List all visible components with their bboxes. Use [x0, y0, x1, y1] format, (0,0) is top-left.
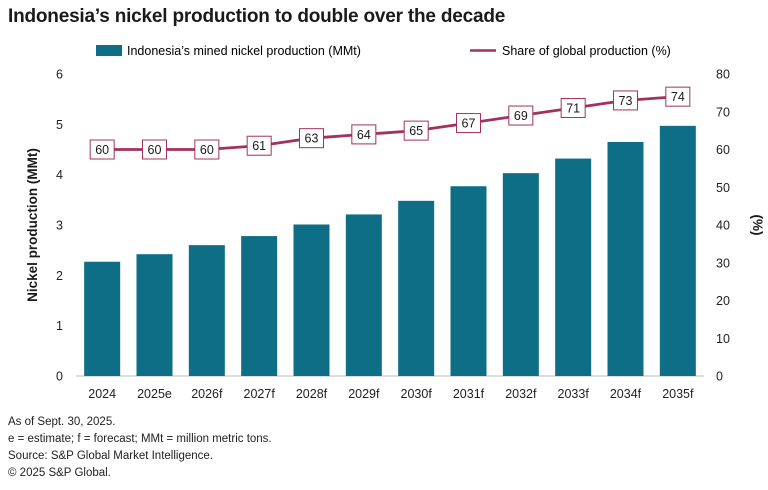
legend-label-bar: Indonesia’s mined nickel production (MMt…	[127, 44, 361, 58]
legend-swatch-bar	[96, 45, 122, 56]
x-tick-label: 2024	[88, 387, 116, 401]
line-data-label-box	[665, 86, 691, 107]
line-data-label: 60	[194, 139, 220, 160]
line-data-label-box	[89, 139, 115, 160]
line-data-label-box	[194, 139, 220, 160]
x-tick-label: 2026f	[191, 387, 223, 401]
chart-title: Indonesia’s nickel production to double …	[8, 6, 506, 27]
footnote-as-of: As of Sept. 30, 2025.	[8, 416, 116, 428]
line-data-label-box	[351, 124, 377, 145]
footnote-source: Source: S&P Global Market Intelligence.	[8, 450, 213, 462]
x-tick-label: 2034f	[610, 387, 642, 401]
bar	[188, 245, 225, 376]
line-data-label-box	[508, 105, 534, 126]
bar	[502, 173, 539, 376]
y-tick-label: 2	[56, 269, 63, 283]
bar	[450, 186, 487, 376]
legend-label-line: Share of global production (%)	[502, 44, 671, 58]
line-data-label: 61	[246, 135, 272, 156]
bar	[555, 158, 592, 376]
y2-tick-label: 20	[716, 294, 730, 308]
line-data-label: 60	[89, 139, 115, 160]
line-data-label-text: 71	[566, 101, 580, 115]
footnote-definitions: e = estimate; f = forecast; MMt = millio…	[8, 433, 272, 445]
footnotes: As of Sept. 30, 2025. e = estimate; f = …	[8, 414, 272, 482]
line-data-label-box	[560, 97, 586, 118]
line-data-label-text: 64	[357, 128, 371, 142]
line-data-label-text: 74	[671, 90, 685, 104]
bar	[607, 141, 644, 376]
line-data-label-text: 60	[200, 143, 214, 157]
y2-axis-title: (%)	[750, 215, 765, 236]
line-data-label: 74	[665, 86, 691, 107]
line-data-label-box	[246, 135, 272, 156]
line-data-label: 71	[560, 97, 586, 118]
bar	[136, 254, 173, 376]
line-data-label: 73	[613, 90, 638, 111]
line-data-label-box	[299, 128, 324, 149]
x-tick-label: 2033f	[558, 387, 590, 401]
y2-tick-label: 40	[716, 219, 730, 233]
x-tick-label: 2031f	[453, 387, 485, 401]
line-data-label-box	[142, 139, 167, 160]
footnote-copyright: © 2025 S&P Global.	[8, 467, 111, 479]
line-data-label-text: 63	[305, 132, 319, 146]
line-data-label-text: 69	[514, 109, 528, 123]
bar	[345, 214, 382, 376]
line-data-label-text: 65	[409, 124, 423, 138]
x-tick-label: 2028f	[296, 387, 328, 401]
x-tick-label: 2027f	[244, 387, 276, 401]
y-tick-label: 0	[56, 370, 63, 384]
legend: Indonesia’s mined nickel production (MMt…	[96, 44, 671, 58]
combo-chart: Indonesia’s mined nickel production (MMt…	[25, 44, 765, 402]
line-data-label-box	[456, 113, 481, 134]
x-tick-label: 2032f	[505, 387, 537, 401]
x-tick-label: 2029f	[348, 387, 380, 401]
bar	[659, 125, 696, 377]
y-tick-label: 5	[56, 118, 63, 132]
line-data-label-box	[403, 120, 429, 141]
line-data-label-box	[613, 90, 638, 111]
y2-tick-label: 50	[716, 181, 730, 195]
bar	[241, 236, 278, 376]
line-data-label-text: 60	[148, 143, 162, 157]
y-tick-label: 1	[56, 319, 63, 333]
bar	[398, 200, 435, 376]
share-line	[102, 95, 678, 151]
y2-tick-label: 30	[716, 256, 730, 270]
y-tick-label: 3	[56, 219, 63, 233]
x-tick-label: 2030f	[401, 387, 433, 401]
line-data-label: 60	[142, 139, 167, 160]
line-data-label: 65	[403, 120, 429, 141]
bar	[84, 261, 121, 376]
bar	[293, 224, 330, 376]
x-tick-label: 2035f	[662, 387, 694, 401]
line-data-label-text: 73	[619, 94, 633, 108]
y-tick-label: 4	[56, 168, 63, 182]
y2-tick-label: 80	[716, 68, 730, 82]
data-labels: 60 60 60 61 63 64 65 67 69 71 73 74	[89, 86, 691, 160]
y-axis-title: Nickel production (MMt)	[25, 148, 40, 302]
line-data-label-text: 61	[252, 139, 266, 153]
y2-tick-label: 10	[716, 332, 730, 346]
line-data-label-text: 67	[462, 117, 476, 131]
y2-tick-label: 0	[716, 370, 723, 384]
line-data-label: 63	[299, 128, 324, 149]
bars	[84, 125, 696, 377]
line-data-label: 67	[456, 113, 481, 134]
y-tick-label: 6	[56, 68, 63, 82]
x-tick-label: 2025e	[137, 387, 172, 401]
line-data-label: 69	[508, 105, 534, 126]
line-data-label: 64	[351, 124, 377, 145]
line-data-label-text: 60	[95, 143, 109, 157]
share-line-path	[102, 95, 678, 151]
y2-tick-label: 60	[716, 143, 730, 157]
y2-tick-label: 70	[716, 105, 730, 119]
